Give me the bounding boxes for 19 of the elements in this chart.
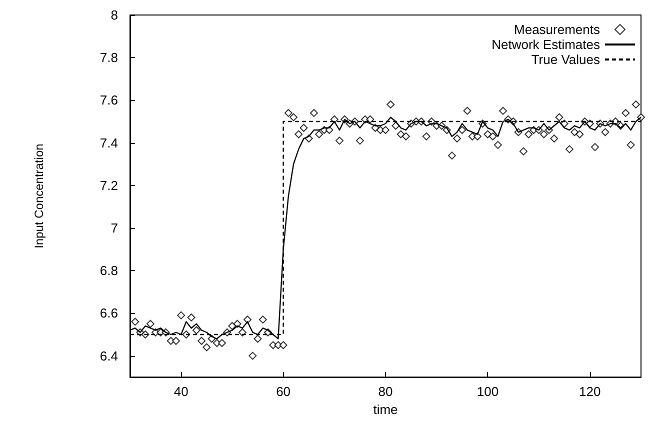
x-tick-label: 40 [174,384,188,400]
x-tick-label: 60 [276,384,291,400]
y-tick-label: 6.6 [100,306,118,321]
x-tick-label: 120 [579,384,601,400]
y-tick-label: 6.8 [100,263,118,278]
y-tick-label: 8 [110,8,118,22]
y-tick-label: 7.6 [100,92,118,108]
y-tick-label: 6.4 [100,348,118,364]
x-axis-title: time [373,402,398,417]
x-tick-label: 100 [476,384,499,400]
y-tick-label: 7 [110,220,118,236]
legend-label: Measurements [514,22,600,37]
y-tick-label: 7.4 [100,135,118,150]
y-axis-title: Input Concentration [32,144,46,248]
legend-label: Network Estimates [492,37,600,52]
y-tick-label: 7.2 [100,178,118,193]
x-tick-label: 80 [378,384,393,400]
y-tick-label: 7.8 [100,50,118,66]
legend-label: True Values [531,52,600,67]
